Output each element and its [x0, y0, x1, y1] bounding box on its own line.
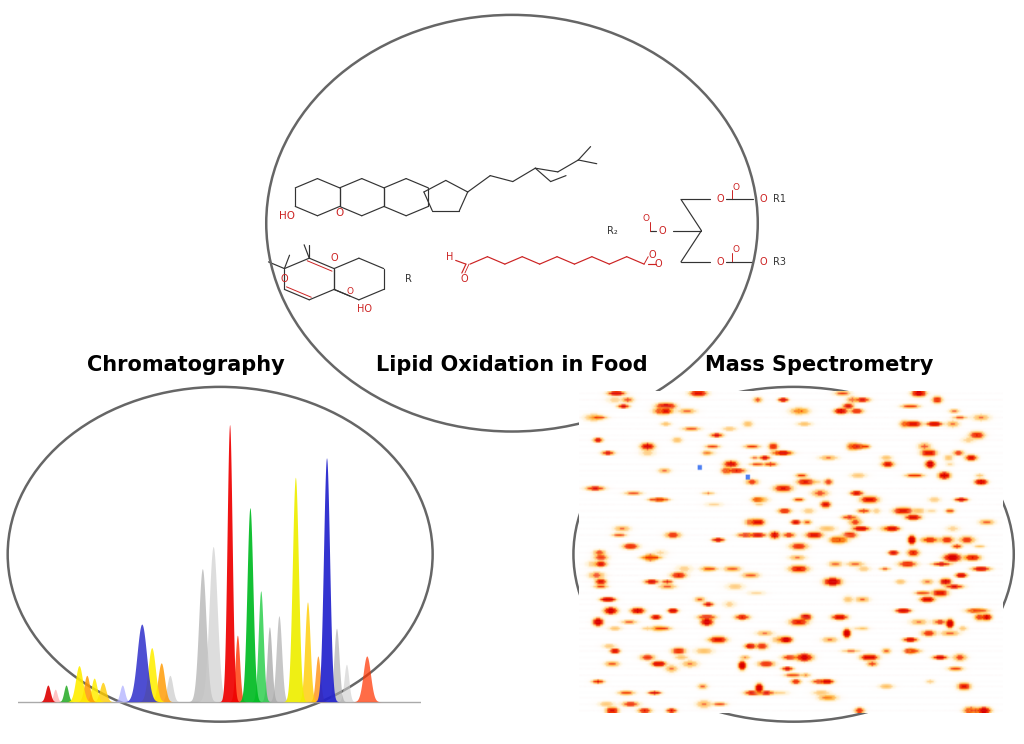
Text: R: R: [404, 274, 412, 284]
Text: O: O: [347, 287, 354, 296]
Text: O: O: [716, 257, 724, 267]
Text: O: O: [733, 246, 739, 254]
Text: O: O: [460, 274, 468, 284]
Text: O: O: [654, 259, 663, 269]
Text: R3: R3: [773, 257, 785, 267]
Text: O: O: [281, 274, 288, 284]
Text: HO: HO: [279, 211, 295, 221]
Text: O: O: [643, 214, 649, 223]
Text: O: O: [658, 225, 667, 236]
Text: O: O: [733, 183, 739, 192]
Text: O: O: [648, 250, 656, 260]
Text: HO: HO: [356, 304, 372, 314]
Text: R₂: R₂: [607, 225, 617, 236]
Text: Chromatography: Chromatography: [87, 355, 286, 374]
Text: O: O: [336, 208, 344, 218]
Text: O: O: [759, 194, 767, 205]
Text: Mass Spectrometry: Mass Spectrometry: [705, 355, 934, 374]
Text: O: O: [331, 253, 338, 263]
Text: H: H: [445, 251, 454, 262]
Text: O: O: [759, 257, 767, 267]
Text: O: O: [716, 194, 724, 205]
Text: Lipid Oxidation in Food: Lipid Oxidation in Food: [376, 355, 648, 374]
Text: R1: R1: [773, 194, 785, 205]
